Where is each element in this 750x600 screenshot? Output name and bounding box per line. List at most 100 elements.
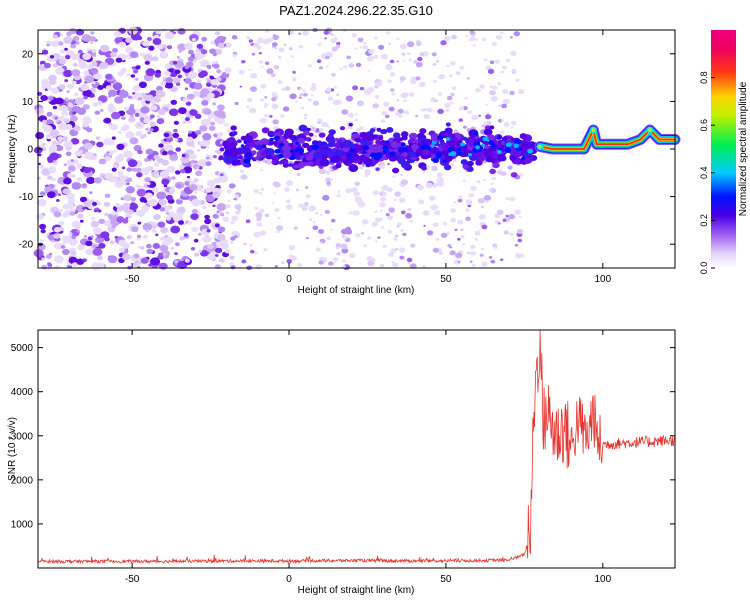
noise-cell	[172, 132, 180, 139]
noise-cell	[149, 128, 154, 132]
noise-cell	[137, 97, 143, 101]
noise-cell	[305, 237, 309, 240]
x-tick-label: -50	[125, 274, 140, 285]
noise-cell	[213, 177, 221, 184]
noise-cell	[518, 89, 525, 94]
noise-cell	[135, 65, 141, 70]
noise-cell	[330, 228, 333, 231]
noise-cell	[72, 174, 76, 178]
noise-cell	[332, 257, 339, 262]
snr-x-label: Height of straight line (km)	[298, 585, 415, 596]
noise-cell	[305, 186, 309, 189]
noise-cell	[400, 179, 409, 186]
noise-cell	[128, 215, 132, 218]
noise-cell	[359, 86, 365, 91]
signal-cell	[308, 161, 314, 166]
noise-cell	[209, 75, 214, 80]
noise-cell	[463, 125, 467, 129]
noise-cell	[444, 103, 451, 108]
noise-cell	[255, 207, 259, 210]
signal-cell	[359, 131, 368, 139]
noise-cell	[75, 204, 86, 213]
signal-cell	[261, 127, 270, 134]
noise-cell	[90, 217, 96, 221]
noise-cell	[67, 173, 74, 178]
noise-cell	[260, 168, 264, 171]
noise-cell	[214, 223, 220, 228]
noise-cell	[299, 93, 304, 97]
noise-cell	[160, 51, 168, 57]
noise-cell	[387, 215, 394, 221]
noise-cell	[183, 166, 193, 174]
noise-cell	[140, 257, 149, 264]
noise-cell	[325, 170, 331, 175]
signal-cell	[282, 162, 290, 168]
noise-cell	[125, 179, 130, 183]
noise-cell	[160, 81, 167, 86]
noise-cell	[187, 175, 190, 179]
noise-cell	[58, 41, 64, 46]
noise-cell	[500, 119, 504, 122]
noise-cell	[331, 46, 338, 52]
noise-cell	[176, 56, 180, 59]
noise-cell	[48, 96, 54, 101]
noise-cell	[194, 191, 198, 195]
noise-cell	[423, 108, 428, 111]
noise-cell	[59, 33, 64, 37]
noise-cell	[432, 63, 437, 66]
noise-cell	[44, 88, 49, 91]
signal-cell	[293, 164, 299, 169]
noise-cell	[446, 64, 450, 68]
signal-cell	[477, 155, 485, 162]
x-tick-label: 0	[286, 274, 292, 285]
signal-cell	[408, 132, 418, 140]
signal-cell	[236, 139, 242, 144]
noise-cell	[70, 250, 77, 256]
noise-cell	[423, 114, 430, 120]
noise-cell	[478, 89, 482, 92]
noise-cell	[107, 150, 114, 156]
noise-cell	[272, 42, 278, 47]
noise-cell	[58, 220, 65, 226]
noise-cell	[284, 187, 290, 192]
noise-cell	[53, 233, 61, 239]
noise-cell	[197, 79, 201, 83]
noise-cell	[200, 49, 208, 55]
ridge-peak-core	[538, 144, 542, 149]
noise-cell	[108, 175, 118, 183]
noise-cell	[210, 79, 219, 86]
noise-cell	[158, 143, 164, 148]
noise-cell	[499, 31, 504, 35]
noise-cell	[202, 133, 212, 141]
noise-cell	[390, 88, 395, 92]
noise-cell	[273, 192, 277, 195]
noise-cell	[202, 205, 207, 210]
signal-cell	[481, 143, 486, 147]
noise-cell	[186, 136, 194, 142]
noise-cell	[133, 253, 140, 259]
noise-cell	[379, 165, 386, 170]
noise-cell	[422, 51, 429, 57]
noise-cell	[272, 34, 280, 41]
noise-cell	[194, 252, 200, 257]
noise-cell	[435, 237, 440, 241]
noise-cell	[70, 43, 77, 49]
noise-cell	[505, 214, 509, 218]
figure-title: PAZ1.2024.296.22.35.G10	[279, 3, 433, 18]
noise-cell	[387, 79, 393, 83]
noise-cell	[307, 98, 313, 102]
noise-cell	[312, 221, 316, 224]
noise-cell	[60, 245, 66, 249]
noise-cell	[312, 100, 320, 106]
snr-panel: -50 0 50 100 1000 2000 3000 4000 5000 Height of …	[7, 329, 676, 596]
noise-cell	[164, 70, 171, 76]
noise-cell	[177, 74, 183, 79]
y-tick-label: 3000	[11, 431, 34, 442]
noise-cell	[75, 28, 85, 36]
noise-cell	[108, 95, 111, 98]
noise-cell	[47, 191, 56, 199]
noise-cell	[98, 218, 106, 225]
signal-cell	[392, 167, 400, 174]
noise-cell	[145, 68, 156, 77]
noise-cell	[413, 60, 418, 64]
